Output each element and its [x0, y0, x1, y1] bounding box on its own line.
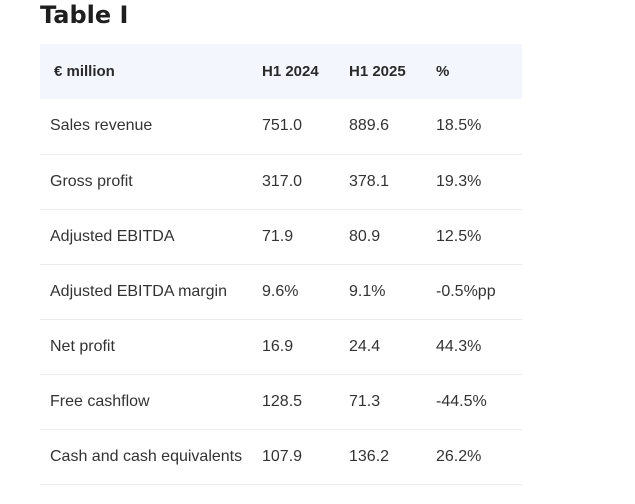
value-h1-2024: 128.5: [262, 392, 303, 410]
row-label: Adjusted EBITDA: [50, 227, 175, 245]
table-row: Cash and cash equivalents 107.9 136.2 26…: [40, 429, 522, 484]
table-row: Adjusted EBITDA margin 9.6% 9.1% -0.5%pp: [40, 264, 522, 319]
table-row: Sales revenue 751.0 889.6 18.5%: [40, 99, 522, 154]
table-row: Gross profit 317.0 378.1 19.3%: [40, 154, 522, 209]
value-h1-2024: 16.9: [262, 337, 294, 355]
table-row: Free cashflow 128.5 71.3 -44.5%: [40, 374, 522, 429]
row-label: Cash and cash equivalents: [50, 447, 243, 465]
column-header-metric: € million: [54, 63, 115, 80]
row-label: Gross profit: [50, 172, 133, 190]
value-h1-2024: 107.9: [262, 447, 303, 465]
table-row: Adjusted EBITDA 71.9 80.9 12.5%: [40, 209, 522, 264]
row-label: Adjusted EBITDA margin: [50, 282, 227, 300]
value-h1-2024: 9.6%: [262, 282, 299, 300]
value-h1-2025: 71.3: [349, 392, 381, 410]
value-percent-change: 19.3%: [436, 172, 482, 190]
value-h1-2025: 889.6: [349, 117, 390, 135]
row-label: Sales revenue: [50, 117, 153, 135]
value-percent-change: 44.3%: [436, 337, 482, 355]
table-header-row: € million H1 2024 H1 2025 %: [40, 44, 522, 99]
column-header-h1-2025: H1 2025: [349, 63, 406, 80]
row-label: Net profit: [50, 337, 115, 355]
value-h1-2024: 751.0: [262, 117, 303, 135]
financial-table: € million H1 2024 H1 2025 % Sales revenu…: [40, 44, 522, 485]
value-h1-2024: 317.0: [262, 172, 303, 190]
value-h1-2025: 80.9: [349, 227, 381, 245]
value-h1-2025: 24.4: [349, 337, 381, 355]
column-header-h1-2024: H1 2024: [262, 63, 319, 80]
value-h1-2025: 378.1: [349, 172, 390, 190]
value-percent-change: -44.5%: [436, 392, 487, 410]
value-percent-change: 12.5%: [436, 227, 482, 245]
column-header-percent-change: %: [436, 63, 450, 80]
value-percent-change: 26.2%: [436, 447, 482, 465]
row-label: Free cashflow: [50, 392, 150, 410]
value-percent-change: 18.5%: [436, 117, 482, 135]
value-h1-2025: 9.1%: [349, 282, 386, 300]
value-h1-2024: 71.9: [262, 227, 294, 245]
value-percent-change: -0.5%pp: [436, 282, 496, 300]
table-row: Net profit 16.9 24.4 44.3%: [40, 319, 522, 374]
value-h1-2025: 136.2: [349, 447, 390, 465]
table-title: Table I: [40, 1, 129, 29]
